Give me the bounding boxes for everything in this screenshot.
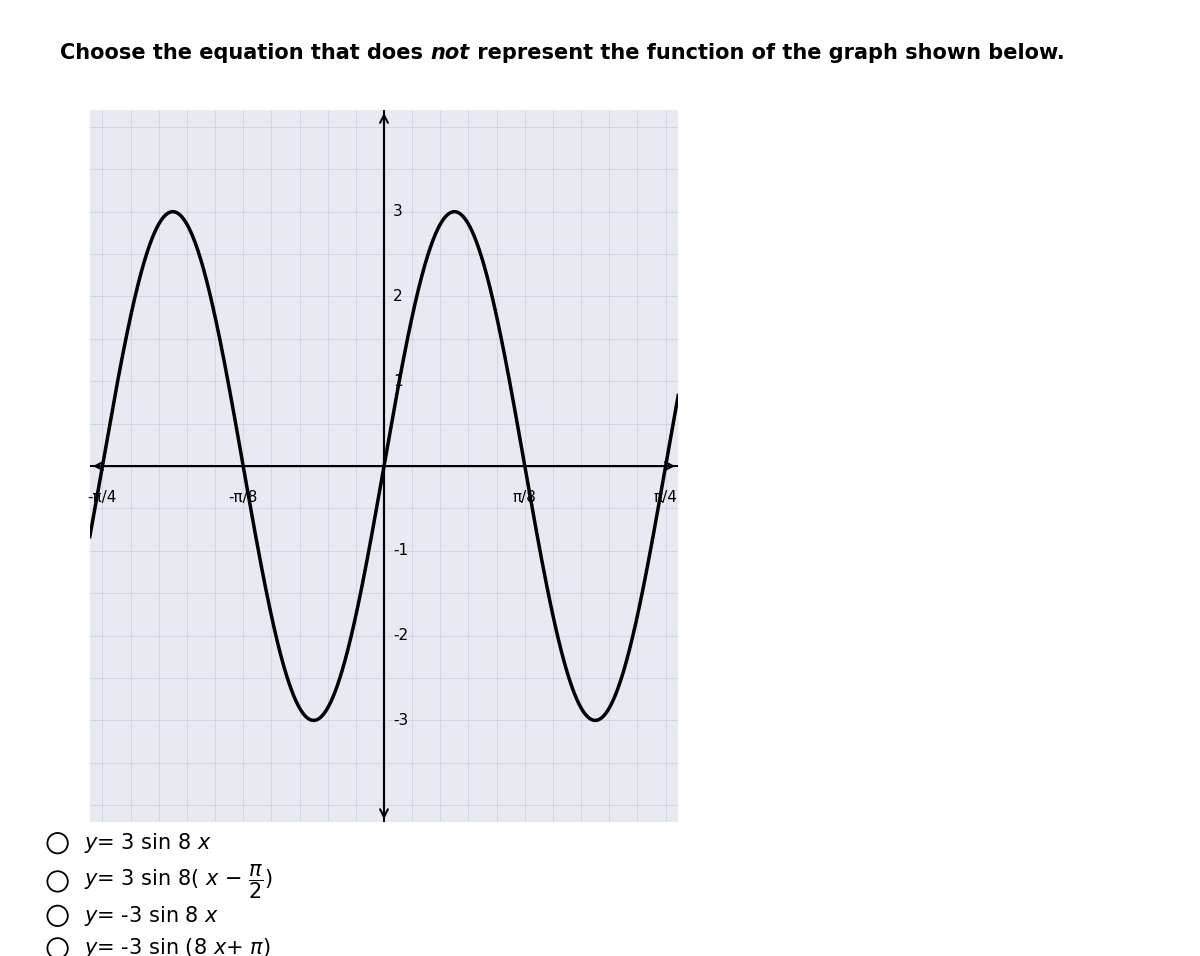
Text: $y$= -3 sin (8 $x$+ $\pi$): $y$= -3 sin (8 $x$+ $\pi$) <box>84 936 270 956</box>
Text: 1: 1 <box>392 374 402 389</box>
Text: -2: -2 <box>392 628 408 643</box>
Text: 2: 2 <box>392 289 402 304</box>
Text: $y$= -3 sin 8 $x$: $y$= -3 sin 8 $x$ <box>84 903 220 928</box>
Text: $y$= 3 sin 8( $x$ $-$ $\dfrac{\pi}{2}$): $y$= 3 sin 8( $x$ $-$ $\dfrac{\pi}{2}$) <box>84 862 272 901</box>
Text: not: not <box>431 43 469 63</box>
Text: Choose the equation that does: Choose the equation that does <box>60 43 431 63</box>
Text: $y$= 3 sin 8 $x$: $y$= 3 sin 8 $x$ <box>84 831 212 856</box>
Text: π/4: π/4 <box>654 489 678 505</box>
Text: -π/4: -π/4 <box>88 489 118 505</box>
Text: π/8: π/8 <box>512 489 536 505</box>
Text: represent the function of the graph shown below.: represent the function of the graph show… <box>469 43 1064 63</box>
Text: -π/8: -π/8 <box>228 489 258 505</box>
Text: -1: -1 <box>392 543 408 558</box>
Text: -3: -3 <box>392 713 408 728</box>
Text: 3: 3 <box>392 205 403 219</box>
